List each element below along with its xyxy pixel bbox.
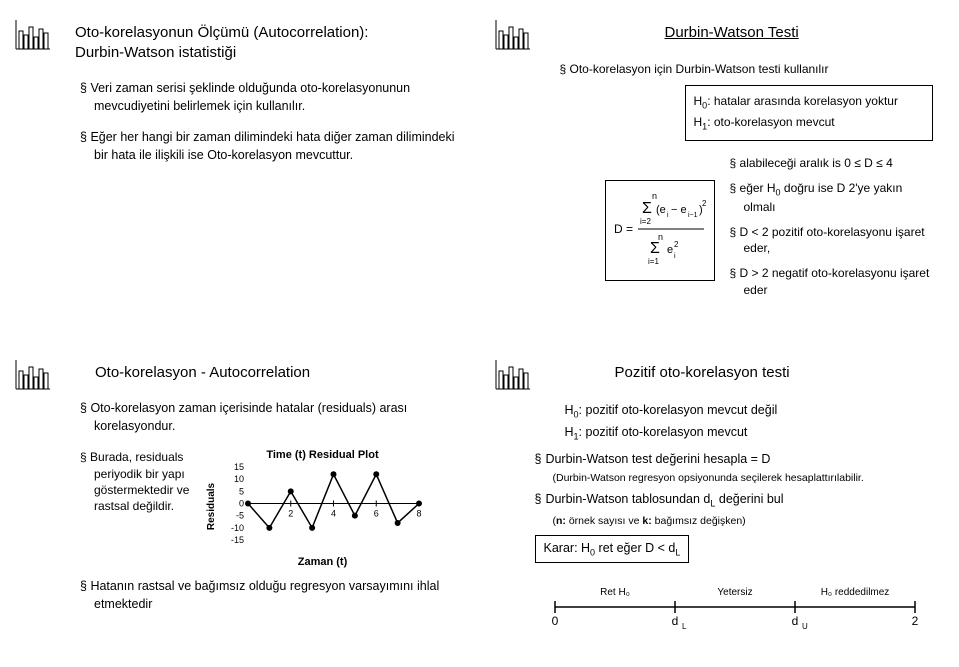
svg-text:− e: − e bbox=[671, 204, 687, 216]
svg-text:n: n bbox=[652, 191, 657, 201]
svg-text:0: 0 bbox=[551, 614, 558, 628]
svg-text:i: i bbox=[667, 212, 669, 219]
svg-text:Ret H₀: Ret H₀ bbox=[600, 587, 630, 598]
bullet: alabileceği aralık is 0 ≤ D ≤ 4 bbox=[730, 155, 935, 172]
decision-axis: Ret H₀YetersizH₀ reddedilmez0dLdU2 bbox=[545, 577, 925, 632]
bullet: Oto-korelasyon zaman içerisinde hatalar … bbox=[80, 400, 455, 435]
panel4-title: Pozitif oto-korelasyon testi bbox=[615, 363, 935, 383]
svg-text:i−1: i−1 bbox=[688, 212, 698, 219]
svg-text:2: 2 bbox=[674, 240, 679, 249]
svg-text:d: d bbox=[671, 614, 678, 628]
panel2-title: Durbin-Watson Testi bbox=[665, 23, 935, 43]
chart-title: Time (t) Residual Plot bbox=[220, 449, 425, 461]
step-sub: (Durbin-Watson regresyon opsiyonunda seç… bbox=[553, 472, 935, 484]
bullet: D < 2 pozitif oto-korelasyonu işaret ede… bbox=[730, 224, 935, 258]
svg-text:L: L bbox=[682, 622, 687, 631]
svg-text:-5: -5 bbox=[236, 511, 244, 521]
bullet: eğer H0 doğru ise D 2'ye yakın olmalı bbox=[730, 180, 935, 216]
svg-text:Σ: Σ bbox=[642, 200, 652, 217]
panel-autocorrelation-measure: Oto-korelasyonun Ölçümü (Autocorrelation… bbox=[15, 15, 465, 315]
bullet: Veri zaman serisi şeklinde olduğunda oto… bbox=[80, 80, 455, 115]
svg-text:2: 2 bbox=[911, 614, 918, 628]
step: Durbin-Watson test değerini hesapla = D bbox=[535, 452, 935, 466]
y-axis-label: Residuals bbox=[206, 483, 217, 530]
svg-text:-15: -15 bbox=[231, 535, 244, 545]
title-line1: Oto-korelasyonun Ölçümü (Autocorrelation… bbox=[75, 24, 368, 41]
svg-text:e: e bbox=[667, 244, 673, 256]
chart-icon bbox=[490, 15, 535, 55]
svg-text:6: 6 bbox=[374, 509, 379, 519]
svg-text:D =: D = bbox=[614, 222, 633, 236]
hypothesis-box: H0: hatalar arasında korelasyon yoktur H… bbox=[685, 85, 933, 141]
svg-text:(e: (e bbox=[656, 204, 666, 216]
svg-text:4: 4 bbox=[331, 509, 336, 519]
panel3-title: Oto-korelasyon - Autocorrelation bbox=[95, 363, 455, 383]
svg-text:10: 10 bbox=[234, 475, 244, 485]
decision-box: Karar: H0 ret eğer D < dL bbox=[535, 535, 690, 564]
residual-chart: 15 10 5 0 -5 -10 -15 2 4 6 8 bbox=[220, 461, 425, 556]
svg-text:i=2: i=2 bbox=[640, 217, 651, 226]
step: Durbin-Watson tablosundan dL değerini bu… bbox=[535, 492, 935, 509]
svg-text:2: 2 bbox=[288, 509, 293, 519]
chart-icon bbox=[490, 355, 535, 395]
side-note: § Burada, residuals periyodik bir yapı g… bbox=[80, 449, 200, 514]
svg-text:0: 0 bbox=[239, 499, 244, 509]
svg-text:Yetersiz: Yetersiz bbox=[717, 587, 752, 598]
bullet: D > 2 negatif oto-korelasyonu işaret ede… bbox=[730, 265, 935, 299]
chart-icon bbox=[10, 15, 55, 55]
panel1-title: Oto-korelasyonun Ölçümü (Autocorrelation… bbox=[75, 23, 455, 62]
svg-text:-10: -10 bbox=[231, 523, 244, 533]
svg-text:H₀ reddedilmez: H₀ reddedilmez bbox=[820, 587, 889, 598]
svg-text:2: 2 bbox=[702, 199, 706, 208]
bullet: Eğer her hangi bir zaman dilimindeki hat… bbox=[80, 129, 455, 164]
d-formula-box: D = n Σ i=2 (e i − e i−1 ) 2 n Σ i=1 e 2 bbox=[605, 180, 715, 281]
bullet: Hatanın rastsal ve bağımsız olduğu regre… bbox=[80, 578, 455, 613]
svg-text:Σ: Σ bbox=[650, 240, 660, 257]
panel-durbin-watson-test: Durbin-Watson Testi Oto-korelasyon için … bbox=[495, 15, 945, 315]
svg-text:U: U bbox=[802, 622, 808, 631]
x-axis-label: Zaman (t) bbox=[220, 556, 425, 568]
bullet: Oto-korelasyon için Durbin-Watson testi … bbox=[560, 61, 935, 78]
step-sub: (n: örnek sayısı ve k: bağımsız değişken… bbox=[553, 515, 935, 527]
hypothesis-line: H0: pozitif oto-korelasyon mevcut değil … bbox=[565, 400, 935, 444]
panel-autocorrelation: Oto-korelasyon - Autocorrelation Oto-kor… bbox=[15, 355, 465, 652]
svg-text:15: 15 bbox=[234, 462, 244, 472]
panel-positive-autocorr-test: Pozitif oto-korelasyon testi H0: pozitif… bbox=[495, 355, 945, 652]
svg-text:d: d bbox=[791, 614, 798, 628]
svg-text:8: 8 bbox=[416, 509, 421, 519]
svg-text:i=1: i=1 bbox=[648, 257, 659, 266]
svg-text:5: 5 bbox=[239, 487, 244, 497]
svg-text:i: i bbox=[674, 253, 676, 260]
chart-icon bbox=[10, 355, 55, 395]
title-line2: Durbin-Watson istatistiği bbox=[75, 44, 236, 61]
